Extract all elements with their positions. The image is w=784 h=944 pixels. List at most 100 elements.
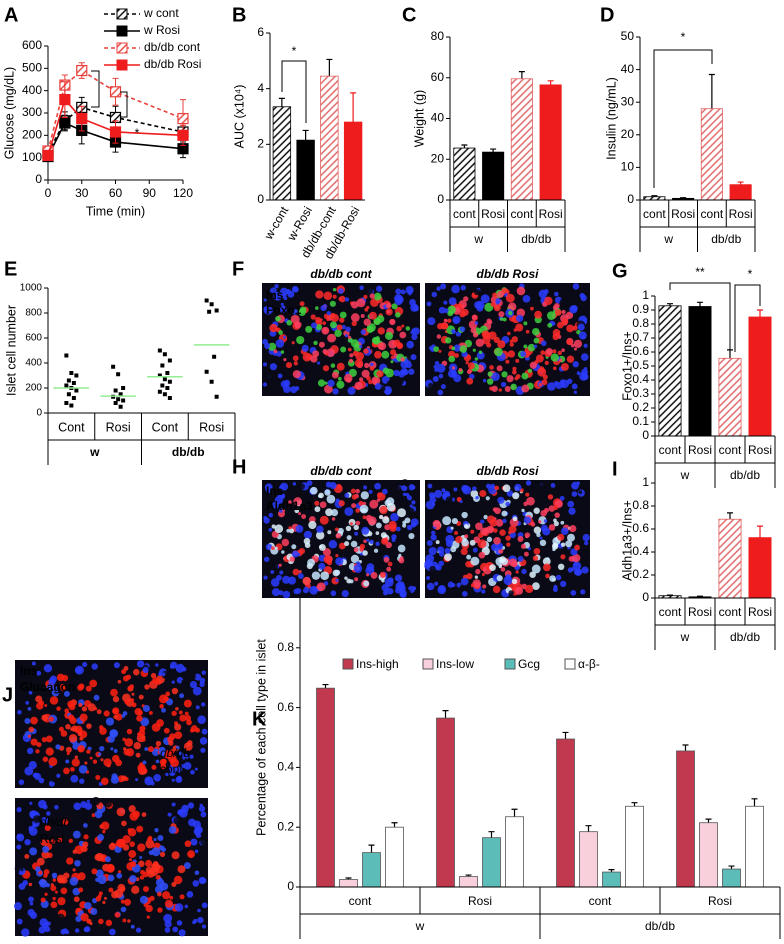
error-bar (391, 822, 398, 828)
cell (85, 685, 92, 692)
cell (362, 515, 367, 520)
cell (171, 851, 180, 860)
cell (151, 847, 161, 857)
cell (538, 520, 542, 524)
y-tick-label: 200 (25, 383, 42, 394)
cell (294, 508, 300, 514)
cell (50, 885, 57, 892)
cell (347, 335, 352, 340)
cell (570, 589, 577, 596)
cell (301, 344, 309, 352)
cell (491, 385, 498, 392)
cell (103, 758, 112, 767)
cell (281, 538, 290, 547)
cell (557, 533, 565, 541)
cell (323, 291, 333, 301)
image-title: db/db cont (310, 464, 372, 478)
cell (122, 693, 131, 703)
cell (292, 482, 297, 486)
cell (521, 372, 529, 380)
cell (176, 775, 182, 781)
cell (463, 296, 469, 302)
cell (179, 894, 185, 900)
bar (272, 106, 292, 201)
cell (100, 758, 104, 762)
cell (200, 747, 206, 753)
cell (64, 777, 69, 782)
cell (295, 587, 302, 594)
cell (335, 557, 344, 566)
cell (274, 546, 278, 550)
bar (658, 305, 682, 437)
cell (271, 501, 280, 510)
cell (117, 839, 126, 848)
cell (91, 796, 101, 806)
cell (337, 376, 342, 381)
cell (445, 534, 455, 544)
error-bar (322, 683, 329, 689)
cell (322, 365, 330, 372)
cell (174, 903, 184, 912)
bar (748, 316, 772, 437)
cell (74, 928, 80, 933)
cell (428, 345, 434, 351)
cell (329, 321, 337, 329)
cell (444, 290, 452, 298)
cell (148, 850, 154, 856)
cell (353, 564, 363, 573)
error-bar (727, 512, 733, 520)
cell (385, 481, 392, 488)
cell (443, 318, 448, 323)
cell (470, 583, 475, 588)
cell (201, 670, 206, 675)
cell (144, 747, 149, 751)
cell (155, 740, 162, 747)
cell (381, 481, 385, 485)
cell (48, 780, 55, 787)
y-tick-label: 0.6 (277, 700, 294, 714)
error-bar (737, 181, 744, 185)
cell (559, 495, 565, 501)
cell (485, 496, 490, 501)
significance-mark: * (681, 30, 686, 44)
cell (286, 320, 293, 326)
cell (291, 544, 297, 550)
cell (412, 586, 417, 590)
bar (700, 108, 723, 201)
cell (451, 284, 460, 294)
cell (314, 316, 321, 323)
cell (505, 359, 510, 364)
cell (274, 283, 279, 289)
cell (201, 848, 207, 854)
cell (493, 304, 501, 312)
cell (30, 716, 38, 725)
y-axis-title: Glucose (mg/dL) (2, 67, 16, 159)
cell (139, 895, 148, 904)
cell (267, 372, 274, 379)
cell (157, 835, 164, 841)
cell (46, 811, 51, 816)
cell (370, 571, 378, 579)
cell (437, 322, 444, 330)
y-tick-label: 0 (36, 408, 42, 419)
legend-label: w Rosi (143, 23, 180, 37)
y-tick-label: 40 (431, 111, 445, 125)
cell (405, 492, 410, 497)
cell (280, 302, 284, 306)
cell (265, 486, 273, 494)
y-tick-label: 2 (257, 137, 264, 151)
cell (291, 341, 295, 345)
cell (428, 367, 435, 373)
y-axis-title: AUC (x10⁴) (232, 85, 246, 149)
cell (318, 341, 325, 348)
cell (293, 497, 303, 506)
cell (129, 874, 137, 883)
cell (522, 295, 531, 303)
cell (572, 283, 580, 290)
y-tick-label: 60 (431, 70, 445, 84)
cell (511, 336, 519, 343)
cell (388, 520, 397, 530)
cell (104, 800, 112, 808)
y-tick-label: 0.4 (632, 372, 649, 386)
cell (73, 896, 80, 903)
